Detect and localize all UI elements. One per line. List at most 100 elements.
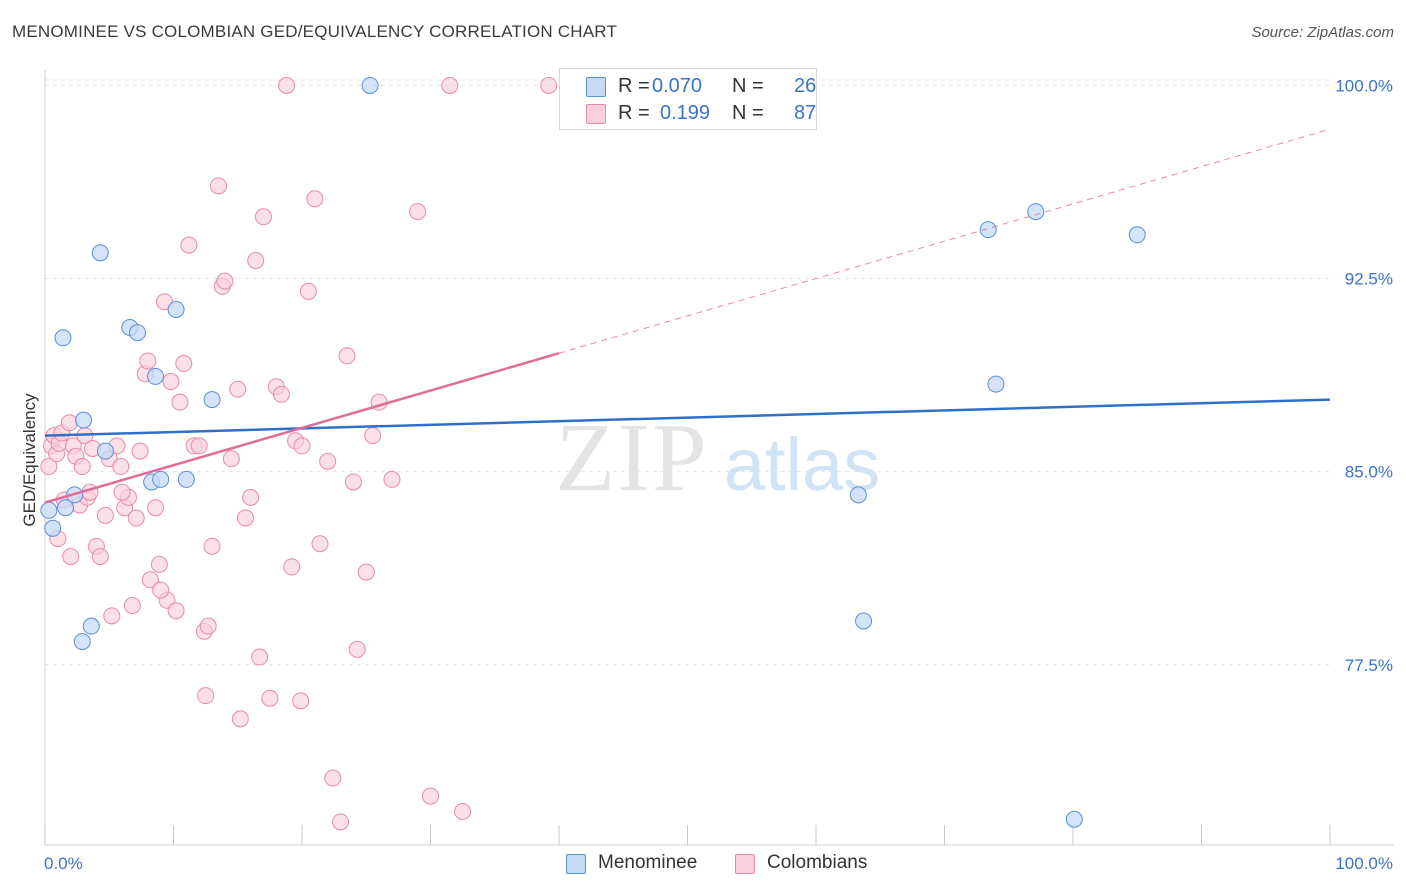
- colombians-point: [251, 648, 269, 666]
- colombians-swatch: [586, 104, 606, 124]
- menominee-point: [91, 244, 109, 262]
- tick-labels: 77.5% 85.0% 92.5% 100.0% 0.0% 100.0%: [44, 76, 1393, 873]
- colombians-legend-swatch: [735, 854, 755, 874]
- watermark-zip: ZIP: [556, 404, 709, 512]
- colombians-point: [91, 548, 109, 566]
- menominee-point: [167, 300, 185, 318]
- colombians-point: [261, 689, 279, 707]
- y-tick-label: 85.0%: [1345, 463, 1393, 482]
- menominee-point: [1027, 203, 1045, 221]
- colombians-legend-label: Colombians: [767, 852, 868, 873]
- colombians-point: [190, 437, 208, 455]
- colombians-point: [96, 506, 114, 524]
- colombians-point: [338, 347, 356, 365]
- colombians-point: [311, 535, 329, 553]
- colombians-points: [40, 76, 558, 831]
- colombians-point: [540, 76, 558, 94]
- colombians-point: [278, 76, 296, 94]
- axes: [44, 70, 1394, 846]
- colombians-point: [422, 787, 439, 805]
- colombians-point: [319, 452, 337, 470]
- menominee-n-value: 26: [794, 75, 817, 97]
- x-tick-label: 0.0%: [44, 854, 83, 873]
- y-tick-label: 100.0%: [1335, 76, 1393, 95]
- y-tick-label: 92.5%: [1345, 270, 1393, 289]
- colombians-point: [272, 385, 290, 403]
- menominee-points: [40, 76, 1146, 828]
- colombians-point: [348, 640, 366, 658]
- colombians-point: [236, 509, 254, 527]
- n-label: N =: [732, 102, 764, 124]
- colombians-point: [203, 537, 221, 555]
- colombians-point: [293, 437, 311, 455]
- colombians-point: [60, 414, 78, 432]
- r-label: R =: [618, 102, 650, 124]
- colombians-point: [454, 803, 472, 821]
- colombians-point: [162, 373, 180, 391]
- y-axis-label: GED/Equivalency: [20, 393, 39, 527]
- colombians-point: [152, 581, 170, 599]
- menominee-trend-line: [44, 398, 1331, 437]
- y-tick-label: 77.5%: [1345, 656, 1393, 675]
- colombians-n-value: 87: [794, 102, 817, 124]
- menominee-r-value: 0.070: [652, 75, 703, 97]
- colombians-point: [383, 470, 401, 488]
- colombians-point: [441, 76, 459, 94]
- menominee-point: [96, 442, 114, 460]
- menominee-point: [177, 470, 195, 488]
- colombians-trend-line: [44, 352, 560, 504]
- colombians-point: [131, 442, 149, 460]
- colombians-r-value: 0.199: [660, 102, 711, 124]
- colombians-point: [283, 558, 301, 576]
- stats-legend: R = 0.070 N = 26 R = 0.199 N = 87: [559, 68, 817, 130]
- colombians-point: [175, 355, 193, 373]
- colombians-point: [112, 458, 130, 476]
- menominee-point: [40, 501, 58, 519]
- colombians-point: [247, 252, 265, 270]
- colombians-point: [254, 208, 272, 226]
- menominee-point: [54, 329, 72, 347]
- colombians-point: [150, 555, 168, 573]
- menominee-point: [129, 324, 147, 342]
- colombians-point: [409, 203, 427, 221]
- colombians-point: [180, 236, 198, 254]
- colombians-point: [229, 380, 247, 398]
- colombians-point: [357, 563, 375, 581]
- colombians-trend-extension: [558, 128, 1331, 354]
- menominee-swatch: [586, 77, 606, 97]
- menominee-point: [849, 486, 867, 504]
- n-label: N =: [732, 75, 764, 97]
- colombians-point: [199, 617, 217, 635]
- colombians-point: [197, 687, 215, 705]
- menominee-point: [82, 617, 100, 635]
- trend-lines: [44, 128, 1331, 504]
- menominee-point: [987, 375, 1005, 393]
- menominee-point: [979, 221, 997, 239]
- colombians-point: [231, 710, 249, 728]
- colombians-point: [113, 483, 131, 501]
- menominee-point: [44, 519, 62, 537]
- watermark: ZIP atlas: [556, 404, 881, 512]
- colombians-point: [139, 352, 157, 370]
- colombians-point: [167, 602, 185, 620]
- colombians-point: [123, 597, 141, 615]
- colombians-point: [141, 571, 159, 589]
- colombians-point: [40, 458, 58, 476]
- colombians-point: [103, 607, 121, 625]
- chart-title: MENOMINEE VS COLOMBIAN GED/EQUIVALENCY C…: [12, 22, 618, 41]
- menominee-point: [75, 411, 93, 429]
- colombians-point: [73, 458, 91, 476]
- menominee-point: [73, 633, 91, 651]
- colombians-point: [242, 488, 260, 506]
- r-label: R =: [618, 75, 650, 97]
- colombians-point: [127, 509, 145, 527]
- colombians-point: [171, 393, 189, 411]
- gridlines: [45, 79, 1330, 666]
- menominee-point: [855, 612, 873, 630]
- colombians-point: [292, 692, 310, 710]
- colombians-point: [332, 813, 350, 831]
- colombians-point: [344, 473, 362, 491]
- colombians-point: [216, 272, 234, 290]
- x-tick-label: 100.0%: [1335, 854, 1393, 873]
